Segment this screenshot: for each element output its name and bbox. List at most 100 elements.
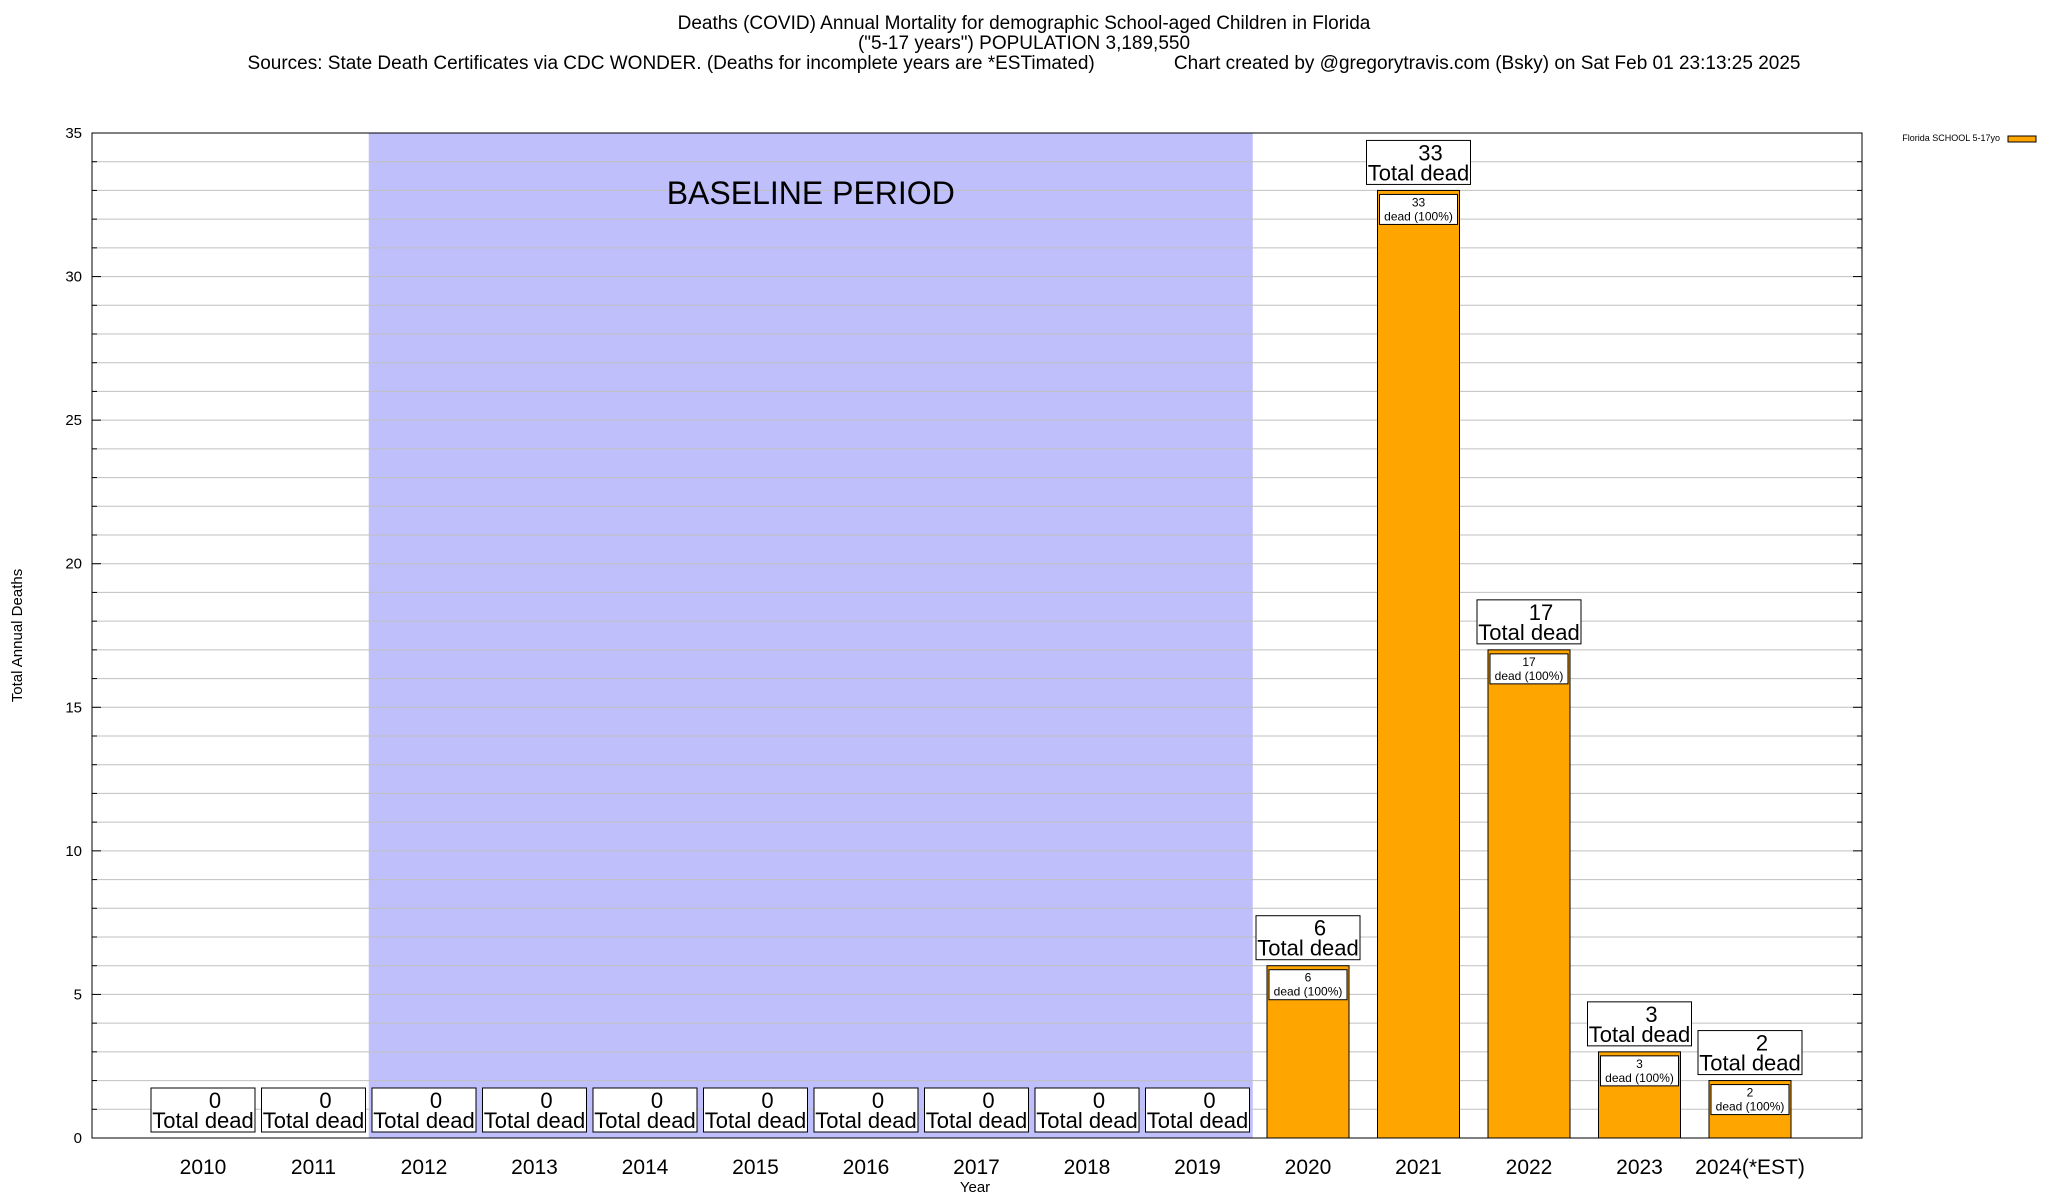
legend-swatch [2007, 135, 2037, 143]
x-tick-label: 2022 [1506, 1156, 1553, 1179]
total-value: 0 [761, 1088, 773, 1113]
x-tick-label: 2015 [732, 1156, 779, 1179]
total-value: 0 [540, 1088, 552, 1113]
bar-inner-label-box [1710, 1084, 1790, 1116]
total-label: Total dead [1147, 1108, 1249, 1133]
total-label: Total dead [594, 1108, 696, 1133]
total-label-box [703, 1087, 808, 1133]
y-tick-label: 10 [65, 843, 82, 860]
x-tick-label: 2016 [843, 1156, 890, 1179]
y-axis-title: Total Annual Deaths [9, 569, 26, 702]
total-value: 0 [1203, 1088, 1215, 1113]
bar-inner-value: 33 [1412, 195, 1426, 209]
chart-title: Deaths (COVID) Annual Mortality for demo… [677, 13, 1371, 34]
y-tick-label: 0 [74, 1130, 82, 1147]
total-label: Total dead [815, 1108, 917, 1133]
baseline-region [368, 133, 1253, 1138]
chart-subtitle: ("5-17 years") POPULATION 3,189,550 [857, 33, 1191, 54]
total-label: Total dead [484, 1108, 586, 1133]
x-tick-label: 2020 [1285, 1156, 1332, 1179]
bar-inner-value: 2 [1747, 1086, 1754, 1100]
total-label-box [1255, 915, 1361, 961]
bar-inner-label-box [1489, 653, 1569, 685]
total-value: 0 [319, 1088, 331, 1113]
bar-inner-label: dead (100%) [1384, 209, 1453, 223]
plot-frame [91, 132, 1863, 1139]
total-label-box [1697, 1030, 1803, 1076]
total-value: 17 [1529, 600, 1553, 625]
total-label-box [813, 1087, 919, 1133]
total-value: 0 [982, 1088, 994, 1113]
y-tick-label: 5 [74, 986, 82, 1003]
total-label: Total dead [926, 1108, 1028, 1133]
total-label: Total dead [1368, 160, 1470, 185]
total-label-box [1587, 1001, 1692, 1047]
bar-inner-label-box [1379, 193, 1458, 225]
total-label-box [371, 1087, 477, 1133]
total-label-box [261, 1087, 366, 1133]
total-label-box [1476, 599, 1582, 645]
total-value: 3 [1645, 1002, 1657, 1027]
y-tick-label: 15 [65, 699, 82, 716]
y-tick-label: 25 [65, 412, 82, 429]
total-label: Total dead [1036, 1108, 1138, 1133]
x-tick-label: 2021 [1395, 1156, 1442, 1179]
total-label-box [924, 1087, 1029, 1133]
bar-inner-label-box [1600, 1055, 1679, 1087]
total-value: 33 [1418, 140, 1442, 165]
total-label-box [1366, 139, 1471, 185]
total-label: Total dead [1478, 620, 1580, 645]
total-label-box [1145, 1087, 1250, 1133]
legend: Florida SCHOOL 5-17yo [1902, 133, 2037, 143]
bar-inner-value: 17 [1522, 655, 1536, 669]
total-label: Total dead [1699, 1051, 1801, 1076]
baseline-label: BASELINE PERIOD [667, 175, 955, 211]
x-tick-label: 2018 [1064, 1156, 1111, 1179]
bar-inner-label: dead (100%) [1716, 1100, 1785, 1114]
total-value: 2 [1756, 1031, 1768, 1056]
total-value: 0 [872, 1088, 884, 1113]
bar-inner-value: 3 [1636, 1057, 1643, 1071]
x-axis-title: Year [960, 1179, 990, 1196]
total-label-box [592, 1087, 698, 1133]
x-tick-label: 2011 [291, 1156, 336, 1179]
chart-sources: Sources: State Death Certificates via CD… [247, 53, 1095, 74]
bar-inner-label: dead (100%) [1274, 985, 1343, 999]
bar-inner-label: dead (100%) [1495, 669, 1564, 683]
total-label: Total dead [373, 1108, 475, 1133]
bar-inner-label-box [1268, 969, 1348, 1001]
total-label: Total dead [705, 1108, 807, 1133]
x-tick-label: 2017 [953, 1156, 1000, 1179]
y-tick-label: 35 [65, 125, 82, 142]
y-tick-label: 20 [65, 556, 82, 573]
bar-inner-value: 6 [1305, 971, 1312, 985]
chart-credit: Chart created by @gregorytravis.com (Bsk… [1173, 53, 1801, 74]
chart-title-block: Deaths (COVID) Annual Mortality for demo… [0, 14, 2048, 74]
total-value: 0 [209, 1088, 221, 1113]
bar [1487, 649, 1571, 1139]
x-tick-label: 2010 [180, 1156, 227, 1179]
total-value: 0 [651, 1088, 663, 1113]
total-label-box [1034, 1087, 1140, 1133]
total-label: Total dead [152, 1108, 254, 1133]
total-label: Total dead [263, 1108, 365, 1133]
total-value: 6 [1314, 916, 1326, 941]
x-tick-label: 2023 [1616, 1156, 1663, 1179]
total-value: 0 [1093, 1088, 1105, 1113]
total-label-box [150, 1087, 256, 1133]
total-value: 0 [430, 1088, 442, 1113]
